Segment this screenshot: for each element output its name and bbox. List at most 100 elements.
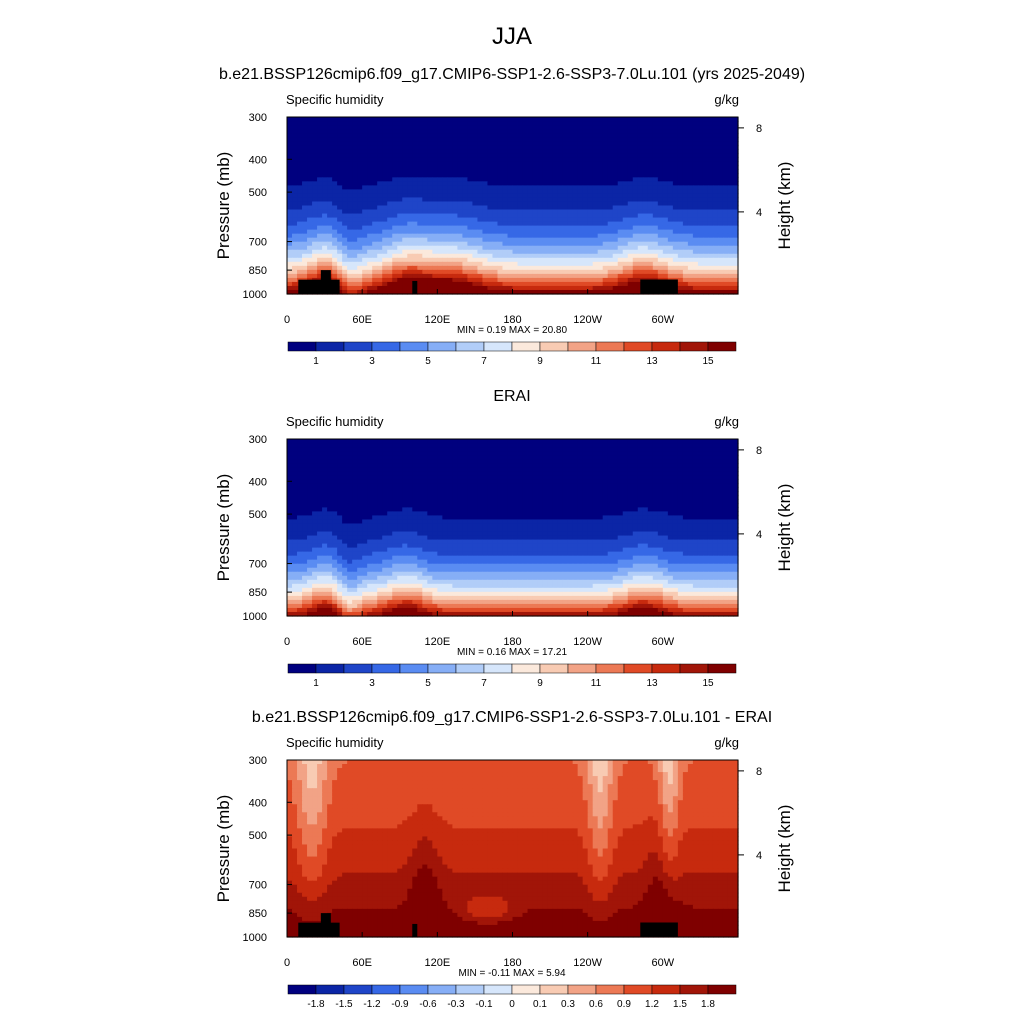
field-cell xyxy=(633,181,639,186)
field-cell xyxy=(297,185,303,190)
field-cell xyxy=(417,137,423,142)
field-cell xyxy=(543,270,549,275)
field-cell xyxy=(497,250,503,255)
field-cell xyxy=(302,214,308,219)
field-cell xyxy=(342,218,348,223)
field-cell xyxy=(357,173,363,178)
field-cell xyxy=(728,242,734,247)
field-cell xyxy=(342,169,348,174)
field-cell xyxy=(427,218,433,223)
field-cell xyxy=(518,278,524,283)
field-cell xyxy=(603,201,609,206)
field-cell xyxy=(502,479,508,484)
field-cell xyxy=(357,278,363,283)
field-cell xyxy=(427,177,433,182)
field-cell xyxy=(698,218,704,223)
field-cell xyxy=(513,451,519,456)
field-cell xyxy=(372,226,378,231)
field-cell xyxy=(578,471,584,476)
field-cell xyxy=(723,226,729,231)
field-cell xyxy=(608,201,614,206)
field-cell xyxy=(543,169,549,174)
field-cell xyxy=(452,161,458,166)
field-cell xyxy=(367,234,373,239)
field-cell xyxy=(422,254,428,259)
field-cell xyxy=(623,282,629,287)
field-cell xyxy=(292,254,298,259)
field-cell xyxy=(648,117,654,122)
field-cell xyxy=(307,169,313,174)
field-cell xyxy=(628,258,634,263)
field-cell xyxy=(558,149,564,154)
field-cell xyxy=(723,475,729,480)
field-cell xyxy=(588,206,594,211)
field-cell xyxy=(437,463,443,468)
field-cell xyxy=(437,141,443,146)
field-cell xyxy=(372,121,378,126)
field-cell xyxy=(307,230,313,235)
field-cell xyxy=(302,133,308,138)
field-cell xyxy=(663,226,669,231)
field-cell xyxy=(507,173,513,178)
field-cell xyxy=(718,169,724,174)
field-cell xyxy=(553,439,559,444)
field-cell xyxy=(718,254,724,259)
field-cell xyxy=(357,266,363,271)
field-cell xyxy=(513,459,519,464)
field-cell xyxy=(392,447,398,452)
field-cell xyxy=(718,218,724,223)
field-cell xyxy=(613,471,619,476)
field-cell xyxy=(442,125,448,130)
field-cell xyxy=(357,254,363,259)
field-cell xyxy=(608,157,614,162)
field-cell xyxy=(693,459,699,464)
field-cell xyxy=(307,161,313,166)
field-cell xyxy=(317,193,323,198)
field-cell xyxy=(538,467,544,472)
field-cell xyxy=(452,439,458,444)
field-cell xyxy=(693,141,699,146)
field-cell xyxy=(533,141,539,146)
field-cell xyxy=(292,455,298,460)
field-cell xyxy=(628,165,634,170)
field-cell xyxy=(412,189,418,194)
field-cell xyxy=(367,266,373,271)
field-cell xyxy=(352,455,358,460)
field-cell xyxy=(638,439,644,444)
field-cell xyxy=(437,266,443,271)
field-cell xyxy=(302,169,308,174)
field-cell xyxy=(302,153,308,158)
field-cell xyxy=(558,218,564,223)
field-cell xyxy=(302,242,308,247)
field-cell xyxy=(302,141,308,146)
field-cell xyxy=(643,157,649,162)
field-cell xyxy=(472,230,478,235)
field-cell xyxy=(377,137,383,142)
field-cell xyxy=(387,121,393,126)
field-cell xyxy=(507,125,513,130)
field-cell xyxy=(658,246,664,251)
field-cell xyxy=(407,117,413,122)
field-cell xyxy=(472,246,478,251)
field-cell xyxy=(703,125,709,130)
field-cell xyxy=(472,238,478,243)
field-cell xyxy=(683,197,689,202)
field-cell xyxy=(462,165,468,170)
field-cell xyxy=(728,238,734,243)
field-cell xyxy=(523,206,529,211)
field-cell xyxy=(558,447,564,452)
field-cell xyxy=(593,451,599,456)
field-cell xyxy=(663,439,669,444)
field-cell xyxy=(648,141,654,146)
field-cell xyxy=(372,250,378,255)
field-cell xyxy=(442,475,448,480)
field-cell xyxy=(337,439,343,444)
field-cell xyxy=(332,214,338,219)
field-cell xyxy=(713,141,719,146)
field-cell xyxy=(663,121,669,126)
field-cell xyxy=(518,218,524,223)
field-cell xyxy=(528,125,534,130)
field-cell xyxy=(668,145,674,150)
field-cell xyxy=(317,230,323,235)
field-cell xyxy=(347,169,353,174)
